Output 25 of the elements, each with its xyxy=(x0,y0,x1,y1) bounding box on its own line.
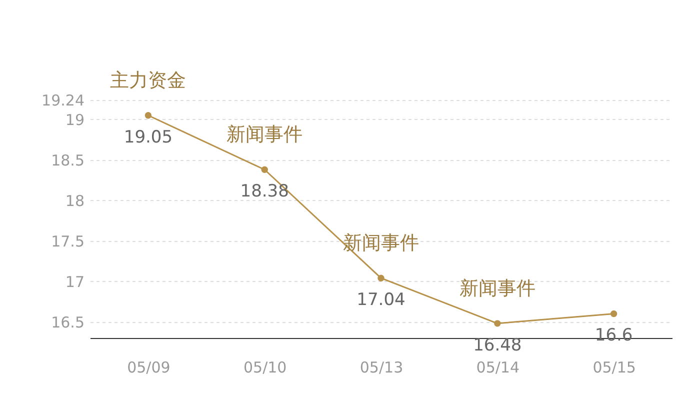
annotation: 新闻事件 xyxy=(343,232,419,254)
y-tick-label: 16.5 xyxy=(51,313,84,332)
y-tick-label: 19 xyxy=(65,110,84,129)
y-tick-label: 18.5 xyxy=(51,151,84,170)
point xyxy=(261,166,268,173)
x-tick-label: 05/14 xyxy=(476,358,520,376)
annotation: 主力资金 xyxy=(110,69,186,92)
annotation: 新闻事件 xyxy=(226,124,303,146)
annotation: 新闻事件 xyxy=(459,277,536,300)
y-tick-label: 17 xyxy=(65,272,84,291)
y-tick-label: 19.24 xyxy=(42,92,84,110)
y-tick-label: 17.5 xyxy=(51,232,84,250)
point xyxy=(378,274,384,282)
data-label: 16.48 xyxy=(473,335,522,356)
x-tick-label: 05/10 xyxy=(243,358,287,376)
y-tick-label: 18 xyxy=(65,192,84,210)
x-tick-label: 05/13 xyxy=(360,358,404,376)
data-label: 19.05 xyxy=(124,127,173,148)
x-tick-label: 05/09 xyxy=(127,358,170,376)
point xyxy=(610,310,618,318)
x-tick-label: 05/15 xyxy=(592,358,636,376)
point xyxy=(494,320,501,327)
data-label: 17.04 xyxy=(356,290,406,310)
data-label: 18.38 xyxy=(240,182,289,202)
point xyxy=(144,112,152,119)
